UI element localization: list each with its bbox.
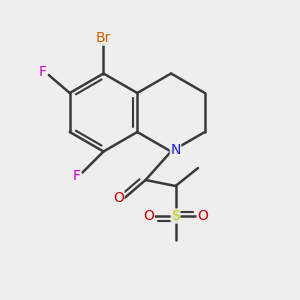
Text: Br: Br — [96, 31, 111, 45]
Text: S: S — [171, 209, 180, 223]
Text: F: F — [73, 169, 80, 182]
Text: O: O — [197, 209, 208, 223]
Text: F: F — [39, 65, 47, 79]
Text: O: O — [113, 191, 124, 205]
Text: N: N — [170, 143, 181, 157]
Text: O: O — [143, 209, 154, 223]
